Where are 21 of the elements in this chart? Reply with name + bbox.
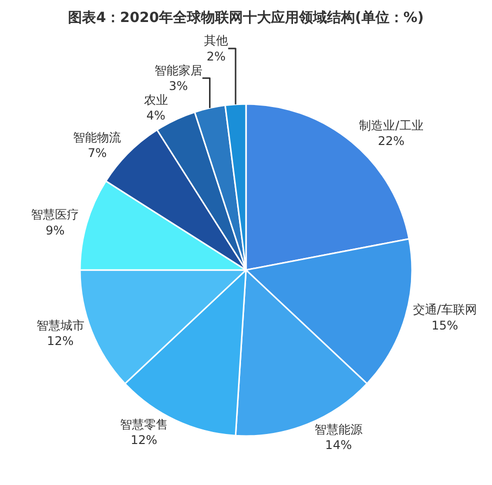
- data-label: 12%: [46, 334, 74, 348]
- data-label: 7%: [88, 146, 107, 160]
- slice-label: 智慧医疗: [31, 208, 80, 222]
- chart-title: 图表4：2020年全球物联网十大应用领域结构(单位：%): [68, 8, 424, 26]
- slice-label: 智慧能源: [314, 422, 363, 436]
- slice-label: 智能物流: [73, 130, 122, 144]
- data-label: 12%: [130, 433, 158, 448]
- data-label: 9%: [46, 223, 65, 238]
- data-label: 22%: [378, 134, 405, 148]
- data-label: 14%: [325, 438, 352, 452]
- data-label: 15%: [431, 318, 458, 332]
- slice-label: 智能家居: [154, 63, 202, 78]
- slice-label: 交通/车联网: [412, 302, 477, 317]
- slice-label: 智慧零售: [120, 418, 168, 432]
- slice-label: 农业: [144, 92, 168, 107]
- data-label: 3%: [168, 78, 188, 93]
- slice-label: 制造业/工业: [359, 118, 424, 133]
- data-label: 4%: [146, 108, 166, 122]
- slice-label: 其他: [204, 34, 228, 48]
- data-label: 2%: [206, 49, 226, 64]
- slice-label: 智慧城市: [36, 318, 84, 332]
